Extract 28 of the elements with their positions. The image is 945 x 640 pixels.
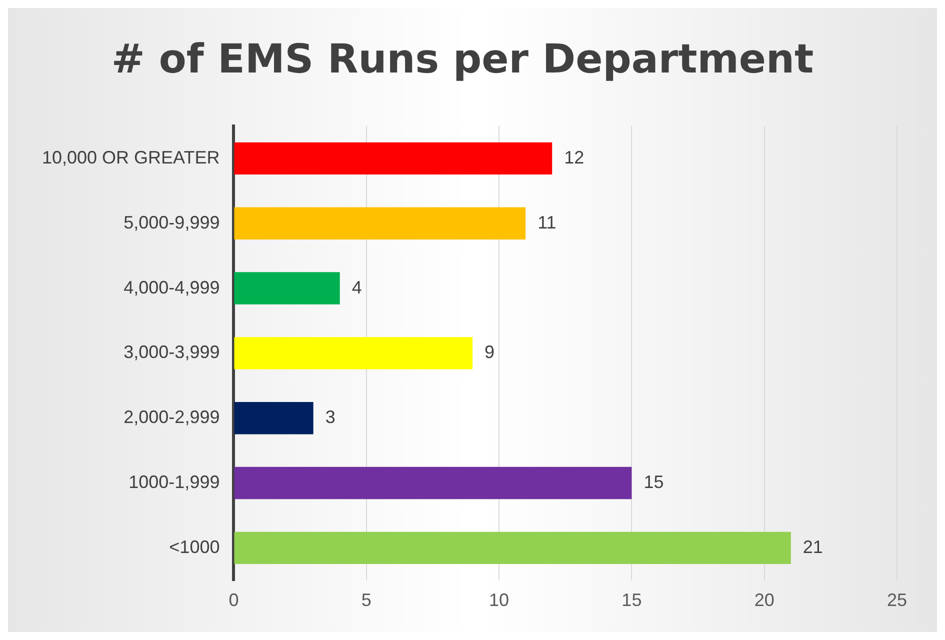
bar xyxy=(234,142,552,175)
data-label: 11 xyxy=(538,212,556,232)
y-tick-label: 2,000-2,999 xyxy=(124,407,220,428)
y-tick-label: 5,000-9,999 xyxy=(124,212,220,232)
data-label: 3 xyxy=(325,407,336,428)
y-tick-label: 10,000 OR GREATER xyxy=(42,147,220,168)
data-label: 4 xyxy=(352,277,362,298)
x-tick-label: 25 xyxy=(886,590,908,610)
bar xyxy=(234,337,473,370)
x-tick-label: 10 xyxy=(489,590,510,610)
data-label: 9 xyxy=(484,342,495,362)
bar xyxy=(234,532,791,564)
data-label: 15 xyxy=(644,472,664,492)
data-label: 21 xyxy=(802,536,823,557)
x-tick-label: 20 xyxy=(754,590,774,610)
y-tick-label: 3,000-3,999 xyxy=(124,342,220,362)
bar xyxy=(234,272,340,304)
chart-title: # of EMS Runs per Department xyxy=(111,36,814,82)
bar xyxy=(234,466,632,500)
y-tick-label: 4,000-4,999 xyxy=(124,277,220,298)
bar xyxy=(234,402,314,434)
y-tick-label: <1000 xyxy=(169,536,220,557)
x-tick-label: 15 xyxy=(622,590,642,610)
x-tick-label: 5 xyxy=(361,590,372,610)
bar xyxy=(234,207,526,240)
x-tick-label: 0 xyxy=(228,590,239,610)
y-tick-label: 1000-1,999 xyxy=(128,472,220,492)
data-label: 12 xyxy=(564,147,584,168)
